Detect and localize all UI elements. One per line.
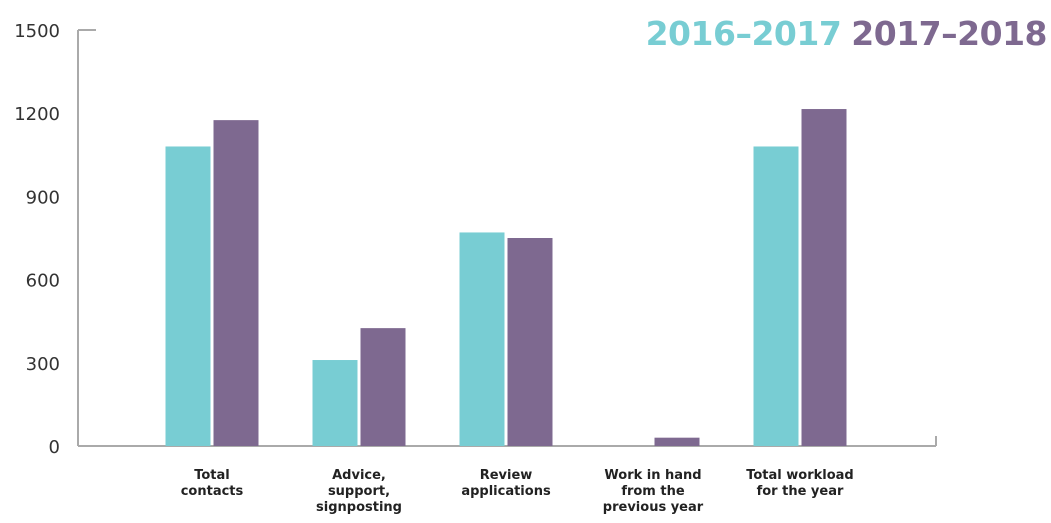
bar xyxy=(313,360,358,446)
y-tick-label: 1500 xyxy=(14,21,60,42)
y-tick-label: 0 xyxy=(49,437,60,458)
x-category-label-line: Advice, xyxy=(332,468,386,483)
x-category-label-line: applications xyxy=(461,484,551,499)
x-category-label-line: previous year xyxy=(603,500,704,515)
x-category-label-line: Total xyxy=(194,468,230,483)
x-category-label: Total contacts xyxy=(181,468,244,499)
x-category-label-line: Review xyxy=(480,468,533,483)
bar xyxy=(508,238,553,446)
x-category-label-line: Total workload xyxy=(746,468,854,483)
x-category-label: Review applications xyxy=(461,468,551,499)
y-tick-label: 600 xyxy=(26,271,60,292)
y-tick-label: 1200 xyxy=(14,104,60,125)
x-category-label-line: for the year xyxy=(757,484,844,499)
bar xyxy=(166,146,211,446)
bar xyxy=(460,232,505,446)
x-category-label-line: from the xyxy=(621,484,685,499)
legend-item-2017-2018: 2017–2018 xyxy=(851,14,1047,53)
bar xyxy=(802,109,847,446)
x-category-label: Advice, support, signposting xyxy=(316,468,402,515)
x-category-label-line: support, xyxy=(328,484,390,499)
legend-item-2016-2017: 2016–2017 xyxy=(646,14,842,53)
bar xyxy=(754,146,799,446)
y-tick-label: 300 xyxy=(26,354,60,375)
bar xyxy=(361,328,406,446)
y-tick-label: 900 xyxy=(26,187,60,208)
x-category-label-line: contacts xyxy=(181,484,244,499)
x-category-label: Total workload for the year xyxy=(746,468,854,499)
legend: 2016–2017 2017–2018 xyxy=(646,14,1047,53)
x-category-label-line: Work in hand xyxy=(604,468,701,483)
x-category-label: Work in hand from the previous year xyxy=(603,468,704,515)
bar xyxy=(214,120,259,446)
bar xyxy=(655,438,700,446)
x-category-label-line: signposting xyxy=(316,500,402,515)
